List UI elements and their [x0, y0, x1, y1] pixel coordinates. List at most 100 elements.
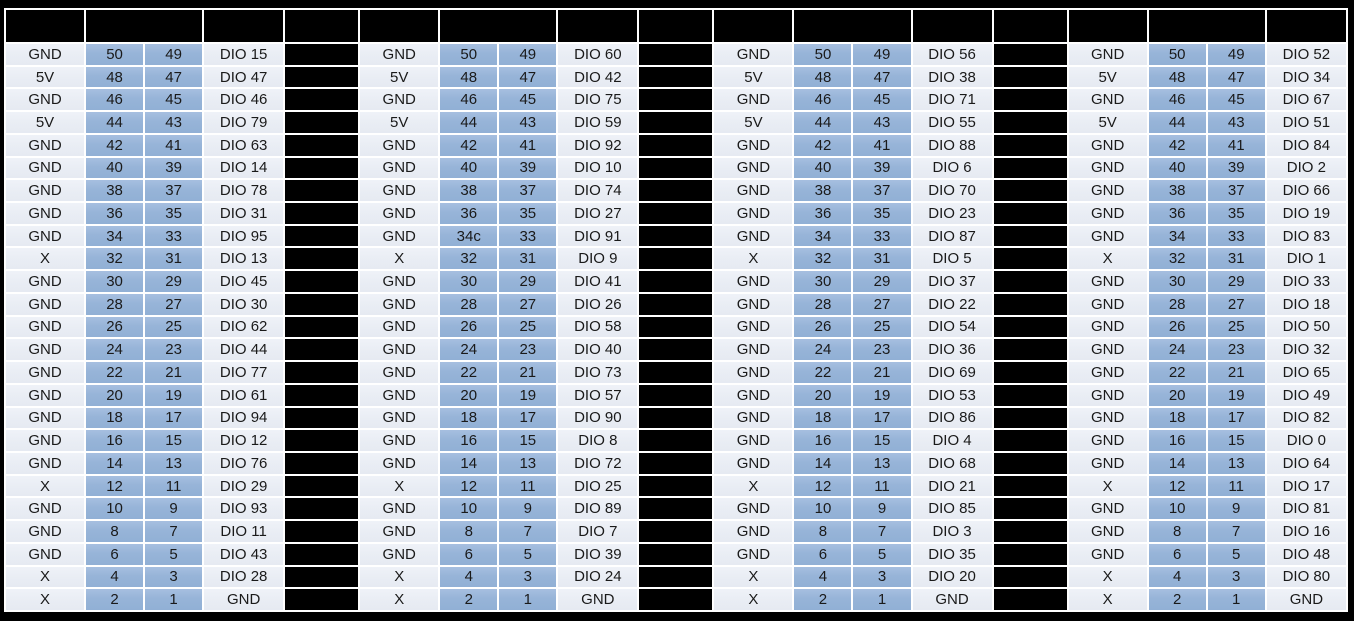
- pin-even-cell: 50: [440, 44, 498, 65]
- signal-cell: DIO 4: [912, 430, 992, 451]
- power-cell: GND: [1068, 293, 1147, 315]
- power-cell: GND: [1068, 384, 1147, 406]
- separator-cell: [285, 134, 359, 156]
- pin-even-cell: 4: [1148, 566, 1206, 588]
- pin-even-cell: 32: [440, 248, 498, 270]
- pin-odd-cell: 29: [499, 271, 557, 292]
- signal-cell: GND: [912, 589, 992, 610]
- pin-odd-cell: 7: [145, 521, 203, 542]
- pin-odd-cell: 17: [853, 407, 911, 429]
- signal-cell: DIO 75: [558, 89, 638, 111]
- power-cell: X: [1068, 248, 1147, 270]
- pinout-row: GND 24 23 DIO 44 GND 24 23 DIO 40 GND 24 23 DIO 36 G…: [6, 339, 1346, 361]
- power-cell: GND: [360, 521, 439, 542]
- power-cell: X: [1068, 589, 1147, 610]
- signal-cell: DIO 32: [1266, 339, 1346, 361]
- signal-cell: DIO 60: [558, 44, 638, 65]
- separator-cell: [993, 44, 1067, 65]
- separator-cell: [285, 452, 359, 474]
- pin-even-cell: 28: [440, 293, 498, 315]
- pin-odd-cell: 31: [145, 248, 203, 270]
- pin-even-cell: 40: [86, 157, 144, 179]
- separator-cell: [639, 362, 713, 383]
- power-cell: GND: [1068, 452, 1147, 474]
- pinout-row: GND 46 45 DIO 46 GND 46 45 DIO 75 GND 46 45 DIO 71 G…: [6, 89, 1346, 111]
- redacted-header-signal-cell: [558, 10, 638, 42]
- pin-odd-cell: 45: [853, 89, 911, 111]
- power-cell: GND: [6, 452, 85, 474]
- separator-cell: [993, 407, 1067, 429]
- redacted-header-power-cell: [714, 10, 793, 42]
- signal-cell: DIO 92: [558, 134, 638, 156]
- pin-even-cell: 40: [1148, 157, 1206, 179]
- pinout-row: GND 20 19 DIO 61 GND 20 19 DIO 57 GND 20 19 DIO 53 G…: [6, 384, 1346, 406]
- pin-odd-cell: 49: [1207, 44, 1265, 65]
- pin-even-cell: 12: [794, 475, 852, 497]
- signal-cell: DIO 1: [1266, 248, 1346, 270]
- pin-even-cell: 8: [440, 521, 498, 542]
- pin-even-cell: 18: [794, 407, 852, 429]
- pin-odd-cell: 5: [853, 543, 911, 565]
- pin-odd-cell: 49: [499, 44, 557, 65]
- signal-cell: DIO 45: [204, 271, 284, 292]
- power-cell: GND: [1068, 134, 1147, 156]
- separator-cell: [993, 475, 1067, 497]
- separator-cell: [285, 407, 359, 429]
- pin-odd-cell: 9: [145, 498, 203, 520]
- power-cell: 5V: [1068, 112, 1147, 133]
- pin-even-cell: 30: [1148, 271, 1206, 292]
- pin-even-cell: 42: [86, 134, 144, 156]
- signal-cell: DIO 71: [912, 89, 992, 111]
- signal-cell: DIO 40: [558, 339, 638, 361]
- pin-even-cell: 4: [440, 566, 498, 588]
- pin-odd-cell: 13: [853, 452, 911, 474]
- pin-even-cell: 28: [1148, 293, 1206, 315]
- power-cell: GND: [714, 384, 793, 406]
- table-header-row: [6, 10, 1346, 42]
- power-cell: 5V: [6, 112, 85, 133]
- pin-odd-cell: 45: [145, 89, 203, 111]
- separator-cell: [993, 362, 1067, 383]
- pin-even-cell: 36: [794, 203, 852, 224]
- signal-cell: DIO 0: [1266, 430, 1346, 451]
- pin-odd-cell: 35: [853, 203, 911, 224]
- power-cell: GND: [360, 180, 439, 202]
- separator-cell: [639, 566, 713, 588]
- pin-odd-cell: 1: [499, 589, 557, 610]
- signal-cell: DIO 41: [558, 271, 638, 292]
- pin-even-cell: 14: [1148, 452, 1206, 474]
- separator-cell: [993, 384, 1067, 406]
- separator-cell: [285, 271, 359, 292]
- separator-cell: [285, 521, 359, 542]
- power-cell: GND: [1068, 225, 1147, 247]
- pin-odd-cell: 25: [145, 316, 203, 338]
- pin-odd-cell: 7: [1207, 521, 1265, 542]
- pin-even-cell: 2: [440, 589, 498, 610]
- signal-cell: DIO 66: [1266, 180, 1346, 202]
- pin-odd-cell: 41: [145, 134, 203, 156]
- pin-odd-cell: 3: [145, 566, 203, 588]
- pin-even-cell: 26: [440, 316, 498, 338]
- signal-cell: DIO 28: [204, 566, 284, 588]
- signal-cell: DIO 56: [912, 44, 992, 65]
- pin-odd-cell: 39: [853, 157, 911, 179]
- signal-cell: DIO 34: [1266, 66, 1346, 88]
- signal-cell: DIO 7: [558, 521, 638, 542]
- pin-even-cell: 8: [86, 521, 144, 542]
- pinout-row: GND 22 21 DIO 77 GND 22 21 DIO 73 GND 22 21 DIO 69 G…: [6, 362, 1346, 383]
- signal-cell: DIO 91: [558, 225, 638, 247]
- power-cell: GND: [360, 157, 439, 179]
- signal-cell: DIO 88: [912, 134, 992, 156]
- pin-odd-cell: 9: [853, 498, 911, 520]
- pin-even-cell: 36: [1148, 203, 1206, 224]
- pin-even-cell: 40: [440, 157, 498, 179]
- pin-odd-cell: 21: [499, 362, 557, 383]
- separator-cell: [993, 203, 1067, 224]
- pinout-row: X 12 11 DIO 29 X 12 11 DIO 25 X 12 11 DIO 21 X 12 11 DI…: [6, 475, 1346, 497]
- separator-cell: [639, 498, 713, 520]
- power-cell: GND: [714, 89, 793, 111]
- pin-odd-cell: 37: [1207, 180, 1265, 202]
- signal-cell: DIO 42: [558, 66, 638, 88]
- power-cell: GND: [1068, 521, 1147, 542]
- pin-odd-cell: 5: [1207, 543, 1265, 565]
